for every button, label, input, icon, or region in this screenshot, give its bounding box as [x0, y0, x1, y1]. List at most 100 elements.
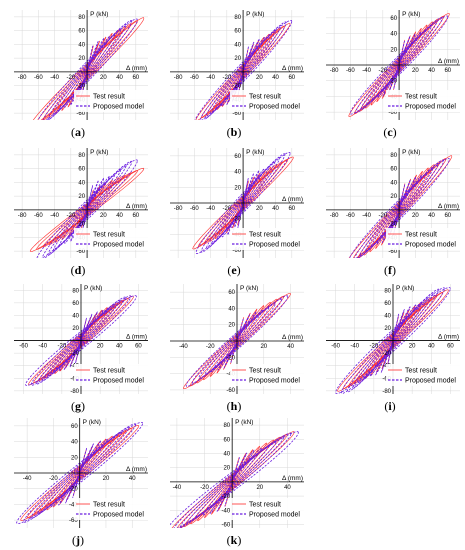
x-tick-label: 20 — [256, 206, 263, 212]
proposed-model-loop — [64, 36, 110, 108]
proposed-model-loop — [209, 449, 255, 514]
y-tick-label: 60 — [71, 424, 78, 430]
test-result-loop — [192, 156, 294, 250]
legend-label: Test result — [93, 502, 125, 509]
panel-caption: (k) — [226, 533, 242, 547]
y-tick-label: 60 — [390, 167, 397, 173]
proposed-model-loop — [231, 41, 255, 104]
test-result-loop — [209, 305, 265, 377]
x-tick-label: -80 — [18, 213, 27, 219]
proposed-model-loop — [37, 18, 138, 120]
legend-label: Test result — [405, 368, 437, 375]
test-result-loop — [348, 155, 453, 258]
y-tick-label: 40 — [78, 180, 85, 186]
x-tick-label: -40 — [206, 75, 215, 81]
test-result-loop — [337, 289, 449, 392]
x-tick-label: -20 — [223, 75, 232, 81]
y-axis-label: P (kN) — [90, 11, 108, 18]
y-axis-label: P (kN) — [246, 11, 264, 18]
y-axis-label: P (kN) — [90, 149, 108, 156]
legend-box — [230, 364, 304, 386]
x-tick-label: 60 — [288, 206, 295, 212]
y-tick-label: -60 — [221, 522, 230, 528]
x-tick-label: -20 — [200, 485, 209, 491]
y-tick-label: 60 — [223, 437, 230, 443]
x-tick-label: 60 — [444, 213, 451, 219]
proposed-model-loop — [381, 177, 417, 243]
test-result-loop — [32, 17, 145, 120]
x-tick-label: -80 — [330, 213, 339, 219]
y-tick-label: 80 — [72, 288, 79, 294]
proposed-model-loop — [335, 287, 451, 394]
y-tick-label: -60 — [69, 518, 78, 524]
proposed-model-loop — [349, 157, 450, 258]
y-tick-label: -20 — [388, 79, 397, 85]
proposed-model-loop — [200, 153, 286, 253]
x-tick-label: -40 — [23, 476, 32, 482]
x-tick-label: 40 — [287, 344, 294, 350]
legend-label: Test result — [93, 232, 125, 239]
proposed-model-loop — [376, 31, 422, 99]
x-tick-label: -40 — [38, 344, 47, 350]
test-result-loop — [211, 30, 275, 113]
proposed-model-loop — [41, 160, 133, 258]
legend-label: Proposed model — [249, 378, 300, 385]
x-tick-label: -40 — [179, 344, 188, 350]
x-tick-label: 20 — [260, 344, 267, 350]
x-tick-label: 40 — [272, 75, 279, 81]
y-tick-label: -20 — [232, 84, 241, 90]
legend-box — [230, 90, 304, 112]
legend-label: Proposed model — [93, 378, 144, 385]
legend-box — [74, 228, 148, 250]
proposed-model-loop — [185, 295, 289, 387]
legend-label: Proposed model — [93, 104, 144, 111]
x-tick-label: 60 — [447, 344, 454, 350]
x-axis-label: Δ (mm) — [282, 196, 303, 203]
proposed-model-loop — [221, 168, 265, 238]
proposed-model-loop — [194, 445, 270, 519]
y-tick-label: -60 — [232, 111, 241, 117]
panel-caption: (d) — [70, 263, 86, 277]
legend-label: Proposed model — [249, 512, 300, 519]
hysteresis-chart-k: -40 -20 20 40 -60 -40 -20 20 40 60 80 P (kN) Δ (mm) T… — [170, 418, 304, 528]
legend-box — [386, 90, 460, 112]
x-tick-label: -20 — [370, 344, 379, 350]
y-tick-label: -20 — [232, 217, 241, 223]
panel-caption: (j) — [72, 533, 84, 547]
legend-label: Proposed model — [405, 242, 456, 249]
x-axis-label: Δ (mm) — [282, 475, 303, 482]
panel-caption: (g) — [71, 399, 85, 413]
proposed-model-loop — [58, 309, 104, 372]
y-tick-label: 80 — [78, 153, 85, 159]
y-tick-label: 80 — [223, 423, 230, 429]
proposed-model-loop — [340, 287, 446, 394]
panel-caption: (h) — [226, 399, 242, 413]
x-tick-label: -60 — [34, 75, 43, 81]
test-result-loop — [197, 442, 267, 522]
proposed-model-loop — [204, 307, 270, 375]
x-tick-label: 20 — [97, 344, 104, 350]
x-tick-label: -60 — [34, 213, 43, 219]
hysteresis-chart-j: -40 -20 20 40 -60 -40 -20 20 40 60 P (kN) Δ (mm) Tes… — [14, 418, 148, 528]
proposed-model-loop — [30, 295, 132, 386]
y-tick-label: 20 — [384, 326, 391, 332]
x-tick-label: 40 — [116, 213, 123, 219]
x-tick-label: -20 — [206, 344, 215, 350]
proposed-model-loop — [37, 431, 123, 515]
legend-label: Proposed model — [93, 512, 144, 519]
x-axis-label: Δ (mm) — [126, 203, 147, 210]
x-tick-label: -60 — [331, 344, 340, 350]
y-tick-label: -80 — [382, 389, 391, 395]
x-tick-label: -40 — [50, 75, 59, 81]
y-tick-label: 40 — [234, 42, 241, 48]
x-tick-label: -20 — [223, 206, 232, 212]
y-tick-label: 60 — [390, 16, 397, 22]
